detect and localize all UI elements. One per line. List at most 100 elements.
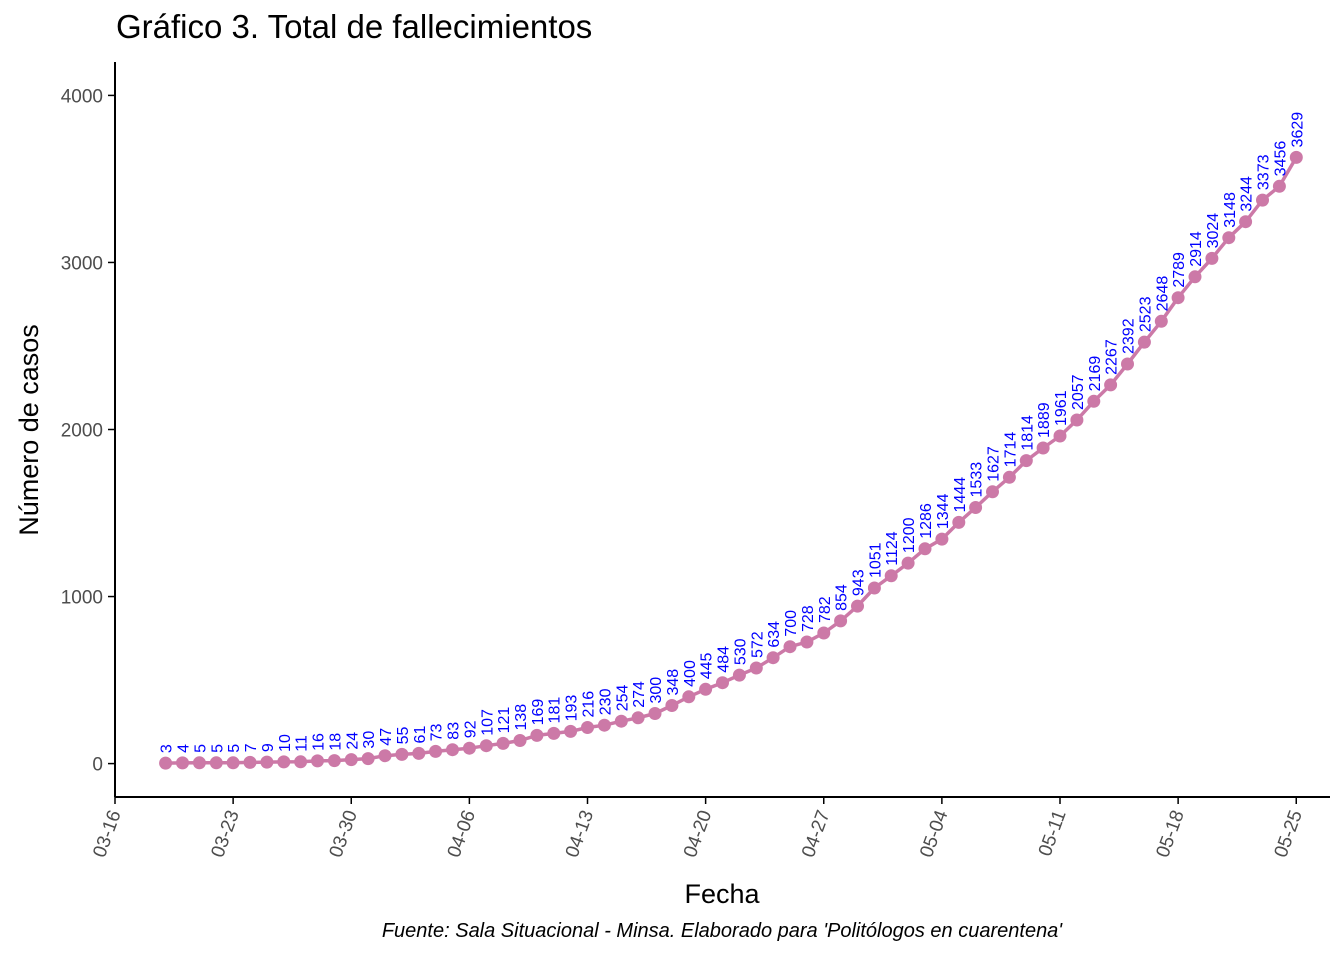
data-point xyxy=(1070,413,1084,427)
data-point xyxy=(1205,251,1219,265)
data-point xyxy=(226,756,240,770)
data-label: 634 xyxy=(766,621,783,648)
data-point xyxy=(159,756,173,770)
data-point xyxy=(631,711,645,725)
data-label: 3 xyxy=(159,744,176,753)
data-label: 3024 xyxy=(1205,213,1222,249)
data-label: 3373 xyxy=(1256,154,1273,190)
data-point xyxy=(1104,378,1118,392)
data-point xyxy=(1137,335,1151,349)
data-point xyxy=(682,690,696,704)
data-point xyxy=(884,569,898,583)
data-point xyxy=(327,754,341,768)
x-tick-label: 04-06 xyxy=(444,808,480,861)
y-tick-label: 3000 xyxy=(61,253,103,274)
data-label: 1814 xyxy=(1019,415,1036,451)
data-label: 107 xyxy=(479,709,496,736)
data-label: 73 xyxy=(429,723,446,741)
data-point xyxy=(412,746,426,760)
x-tick-label: 05-25 xyxy=(1271,808,1307,861)
data-point xyxy=(665,699,679,712)
chart-caption: Fuente: Sala Situacional - Minsa. Elabor… xyxy=(381,920,1063,942)
data-point xyxy=(783,640,797,654)
data-point xyxy=(1222,231,1236,245)
data-point xyxy=(867,581,881,595)
data-point xyxy=(1036,441,1050,455)
x-tick-label: 04-13 xyxy=(562,808,598,861)
data-point xyxy=(294,755,308,769)
data-point xyxy=(1289,150,1303,164)
data-label: 61 xyxy=(412,726,429,744)
series-layer xyxy=(159,150,1303,770)
data-label: 2392 xyxy=(1121,318,1138,354)
data-point xyxy=(901,556,915,570)
data-point xyxy=(260,755,274,769)
x-tick-label: 05-04 xyxy=(916,807,953,860)
data-label: 274 xyxy=(631,681,648,708)
data-label: 484 xyxy=(716,646,733,673)
data-label: 400 xyxy=(682,660,699,687)
data-label: 138 xyxy=(513,704,530,731)
data-label: 572 xyxy=(749,631,766,658)
data-point xyxy=(564,724,578,738)
data-label: 55 xyxy=(395,727,412,745)
data-label: 24 xyxy=(344,732,361,750)
data-label: 348 xyxy=(665,669,682,696)
data-label: 11 xyxy=(294,735,311,752)
data-label: 230 xyxy=(597,688,614,715)
data-point xyxy=(395,747,409,761)
data-point xyxy=(530,728,544,742)
data-label: 854 xyxy=(834,584,851,611)
data-label: 5 xyxy=(192,744,209,753)
data-point xyxy=(311,754,324,768)
data-label: 1533 xyxy=(969,462,986,498)
x-tick-label: 03-16 xyxy=(89,808,125,861)
data-point xyxy=(479,739,493,753)
data-label: 16 xyxy=(311,733,328,751)
data-label: 782 xyxy=(817,596,834,623)
data-label: 216 xyxy=(581,691,598,718)
data-label: 169 xyxy=(530,699,547,726)
y-tick-label: 4000 xyxy=(61,86,103,107)
data-point xyxy=(446,743,459,757)
data-label: 2169 xyxy=(1087,356,1104,392)
data-label-layer: 3 4 5 5 5 7 9 10 11 16 18 24 30 47 55 61 73 83 92 107 121 138… xyxy=(159,112,1307,753)
x-tick-label: 04-27 xyxy=(798,808,834,861)
data-label: 1200 xyxy=(901,517,918,553)
data-label: 181 xyxy=(547,697,564,724)
data-point xyxy=(935,532,949,546)
data-label: 5 xyxy=(226,744,243,753)
chart-title: Gráfico 3. Total de fallecimientos xyxy=(116,8,593,45)
data-label: 2523 xyxy=(1137,296,1154,332)
data-point xyxy=(716,676,729,690)
data-label: 728 xyxy=(800,605,817,632)
data-point xyxy=(834,614,848,628)
data-point xyxy=(243,755,257,769)
data-point xyxy=(648,707,662,720)
data-point xyxy=(496,736,510,750)
data-point xyxy=(344,753,358,767)
data-point xyxy=(918,542,932,556)
data-point xyxy=(209,756,223,770)
x-tick-label: 04-20 xyxy=(680,808,716,861)
data-label: 7 xyxy=(243,743,260,752)
data-label: 1286 xyxy=(918,503,935,539)
x-tick-label: 05-18 xyxy=(1152,808,1188,861)
data-point xyxy=(378,749,392,763)
data-point xyxy=(1272,179,1286,193)
data-label: 3629 xyxy=(1289,112,1306,148)
data-point xyxy=(581,721,594,734)
data-label: 121 xyxy=(496,707,513,734)
data-label: 1444 xyxy=(952,477,969,513)
data-label: 3244 xyxy=(1239,176,1256,212)
data-point xyxy=(361,752,375,766)
data-point xyxy=(1087,394,1101,408)
data-point xyxy=(766,651,780,665)
x-tick-label: 05-11 xyxy=(1035,808,1071,860)
data-label: 3148 xyxy=(1222,192,1239,228)
data-label: 5 xyxy=(209,744,226,753)
data-point xyxy=(952,515,966,529)
data-label: 2267 xyxy=(1104,339,1121,375)
data-label: 2789 xyxy=(1171,252,1188,288)
